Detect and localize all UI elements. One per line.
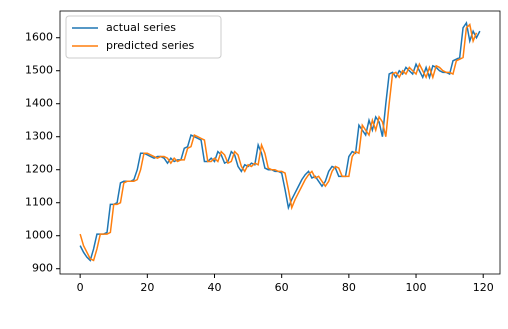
line-series (79, 23, 478, 262)
x-tick-label: 0 (77, 281, 84, 294)
y-tick-label: 1400 (25, 97, 53, 110)
y-tick-label: 1000 (25, 229, 53, 242)
x-tick-label: 20 (140, 281, 154, 294)
x-tick-label: 120 (473, 281, 494, 294)
legend-label: actual series (106, 21, 176, 34)
y-tick-label: 1600 (25, 31, 53, 44)
y-tick-label: 1200 (25, 163, 53, 176)
y-tick-label: 1100 (25, 196, 53, 209)
y-tick-label: 900 (32, 262, 53, 275)
legend-label: predicted series (106, 39, 195, 52)
x-tick-label: 100 (406, 281, 427, 294)
y-tick-label: 1300 (25, 130, 53, 143)
legend-box (65, 15, 222, 59)
line-series (79, 20, 481, 262)
plot-frame (59, 10, 501, 275)
x-tick-label: 80 (342, 281, 356, 294)
y-tick-label: 1500 (25, 64, 53, 77)
x-tick-label: 60 (275, 281, 289, 294)
x-tick-label: 40 (208, 281, 222, 294)
